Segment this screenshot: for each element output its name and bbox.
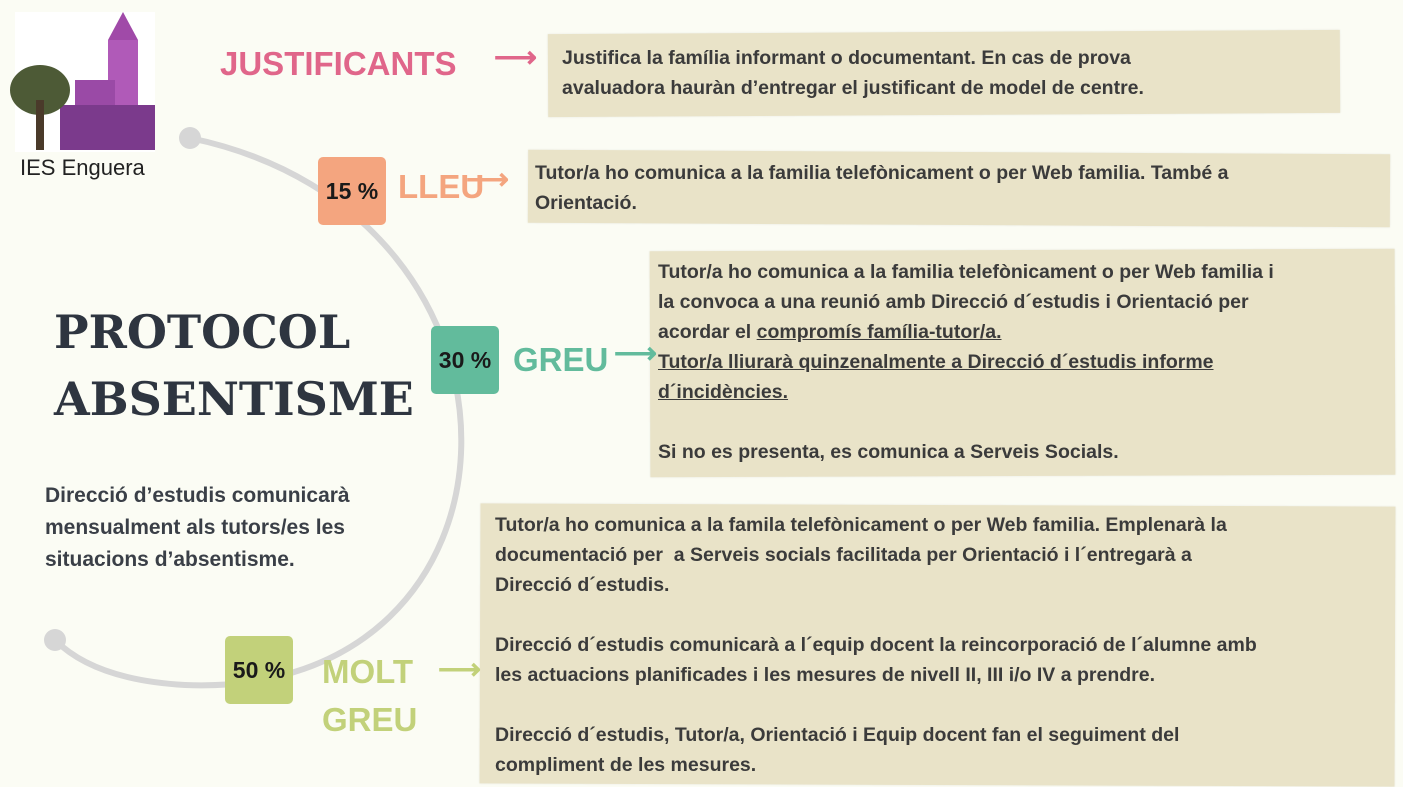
text-line: Tutor/a ho comunica a la famila telefòni… [495,514,1227,536]
description: Tutor/a ho comunica a la familia telefòn… [658,257,1274,467]
percent-badge: 30 % [431,326,499,394]
text-line: la convoca a una reunió amb Direcció d´e… [658,291,1249,313]
text-line: Tutor/a lliurarà quinzenalmente a Direcc… [658,347,1274,377]
description: Tutor/a ho comunica a la famila telefòni… [495,510,1257,780]
logo [10,12,155,152]
text-run: d´incidències. [658,381,789,403]
text-line: Tutor/a ho comunica a la familia telefòn… [658,261,1274,283]
arc-end [179,127,201,149]
title: ABSENTISME [54,372,414,426]
note-line: situacions d’absentisme. [45,548,295,571]
text-line: Tutor/a ho comunica a la familia telefòn… [535,162,1229,184]
text-line: Justifica la família informant o documen… [562,47,1131,69]
percent-badge: 15 % [318,157,386,225]
text-line: Orientació. [535,192,637,214]
paragraph: Direcció d´estudis comunicarà a l´equip … [495,630,1257,690]
text-line: avaluadora hauràn d’entregar el justific… [562,77,1144,99]
paragraph: Tutor/a ho comunica a la familia telefòn… [658,257,1274,407]
note: Direcció d’estudis comunicarà mensualment… [45,480,350,576]
arrow: ⟶ [614,337,658,370]
paragraph: Tutor/a ho comunica a la familia telefòn… [535,158,1229,218]
text-line: compliment de les mesures. [495,754,757,776]
text-run: Tutor/a lliurarà quinzenalmente a Direcc… [658,351,1214,373]
text-line: Direcció d´estudis comunicarà a l´equip … [495,634,1257,656]
note-line: Direcció d’estudis comunicarà [45,484,350,507]
text-line: les actuacions planificades i les mesure… [495,664,1156,686]
timeline-arc [52,135,465,689]
text-run: compromís família-tutor/a. [756,321,1002,343]
arrow: ⟶ [494,41,538,74]
description: Justifica la família informant o documen… [562,43,1144,103]
level-label: JUSTIFICANTS [220,45,457,82]
text-line: acordar el compromís família-tutor/a. [658,317,1274,347]
text-line: Direcció d´estudis, Tutor/a, Orientació … [495,724,1180,746]
level-label: MOLT GREU [322,653,418,738]
percent-badge: 50 % [225,636,293,704]
text-run: acordar el [658,321,757,343]
note-line: mensualment als tutors/es les [45,516,345,539]
title: PROTOCOL [54,305,351,359]
paragraph: Justifica la família informant o documen… [562,43,1144,103]
level-label: LLEU [398,168,485,205]
arrow: ⟶ [438,653,482,686]
text-line: d´incidències. [658,377,1274,407]
text-line: documentació per a Serveis socials facil… [495,544,1192,566]
arc-end [44,629,66,651]
paragraph: Tutor/a ho comunica a la famila telefòni… [495,510,1257,600]
paragraph: Direcció d´estudis, Tutor/a, Orientació … [495,720,1257,780]
arrow: ⟶ [466,163,510,196]
text-line: Si no es presenta, es comunica a Serveis… [658,441,1119,463]
paragraph: Si no es presenta, es comunica a Serveis… [658,437,1274,467]
text-line: Direcció d´estudis. [495,574,670,596]
logo-label: IES Enguera [20,155,145,180]
level-label: GREU [513,341,609,378]
description: Tutor/a ho comunica a la familia telefòn… [535,158,1229,218]
